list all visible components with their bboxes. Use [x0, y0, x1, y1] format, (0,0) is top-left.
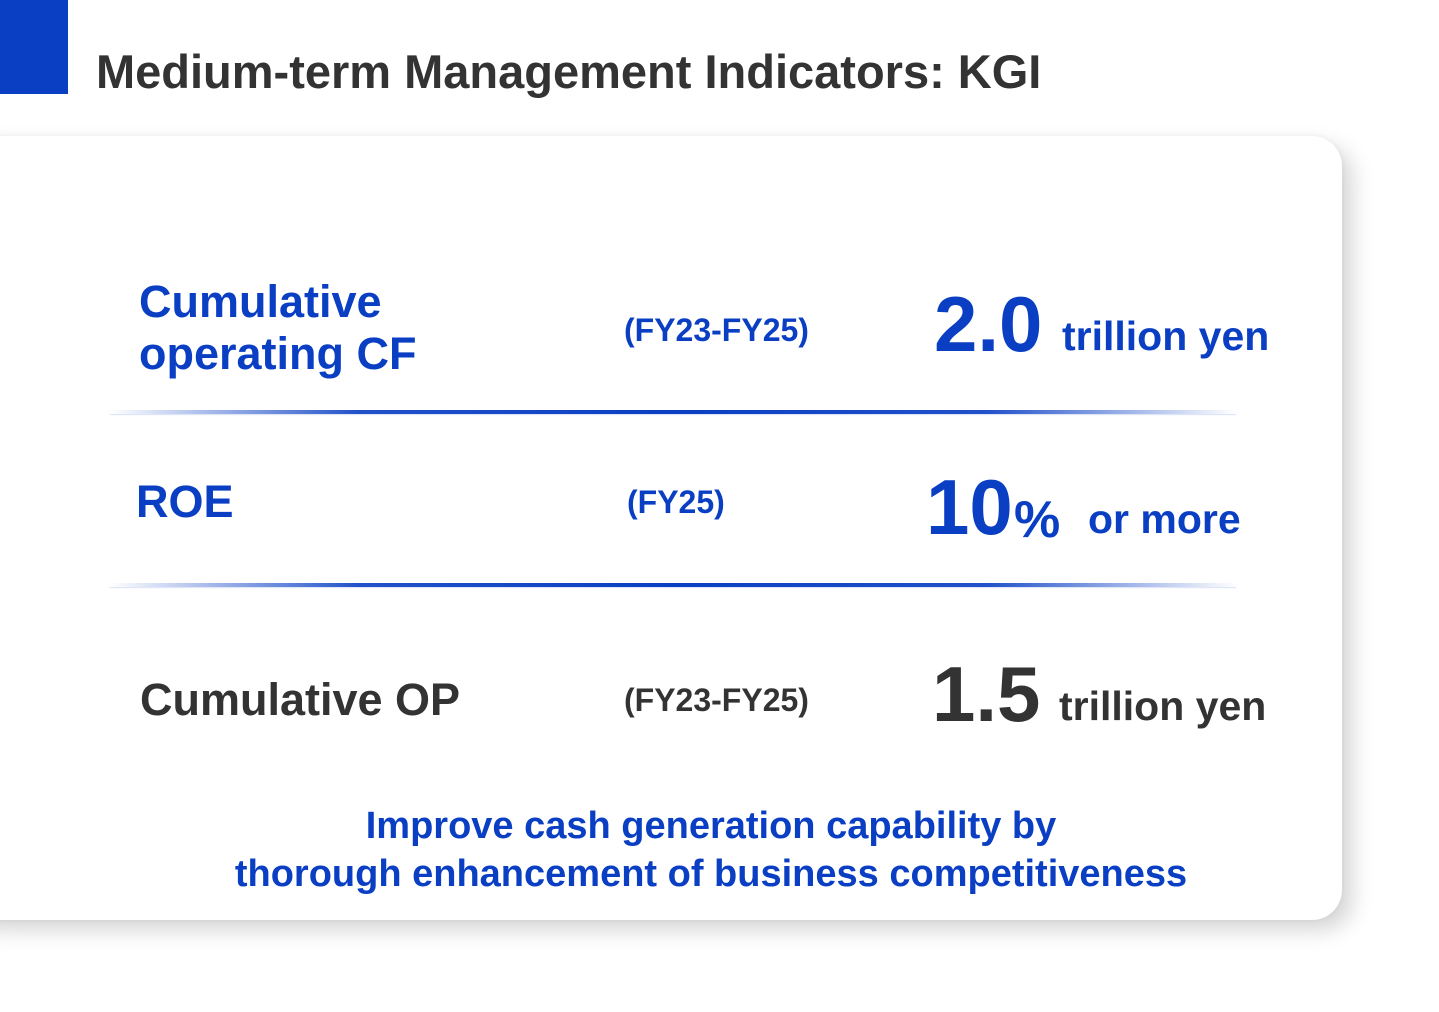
kgi-value: 10 — [926, 463, 1013, 551]
kgi-label-line2: operating CF — [139, 328, 417, 379]
kgi-value: 2.0 — [934, 280, 1043, 368]
kgi-label: ROE — [136, 476, 234, 527]
kgi-card — [0, 136, 1342, 920]
title-accent-block — [0, 0, 68, 94]
kgi-period: (FY25) — [627, 484, 725, 520]
row-divider — [110, 410, 1236, 414]
kgi-label: Cumulative OP — [140, 674, 461, 725]
kgi-period: (FY23-FY25) — [624, 682, 809, 718]
row-divider — [110, 583, 1236, 587]
kgi-unit: or more — [1088, 496, 1241, 542]
page-title: Medium-term Management Indicators: KGI — [96, 45, 1042, 98]
kgi-value-percent: % — [1014, 491, 1061, 549]
kgi-label-line1: Cumulative — [139, 276, 382, 327]
kgi-unit: trillion yen — [1062, 313, 1270, 359]
message-line2: thorough enhancement of business competi… — [234, 853, 1188, 895]
message-line1: Improve cash generation capability by — [365, 805, 1057, 847]
kgi-period: (FY23-FY25) — [624, 312, 809, 348]
kgi-unit: trillion yen — [1059, 683, 1267, 729]
kgi-value: 1.5 — [932, 650, 1041, 738]
